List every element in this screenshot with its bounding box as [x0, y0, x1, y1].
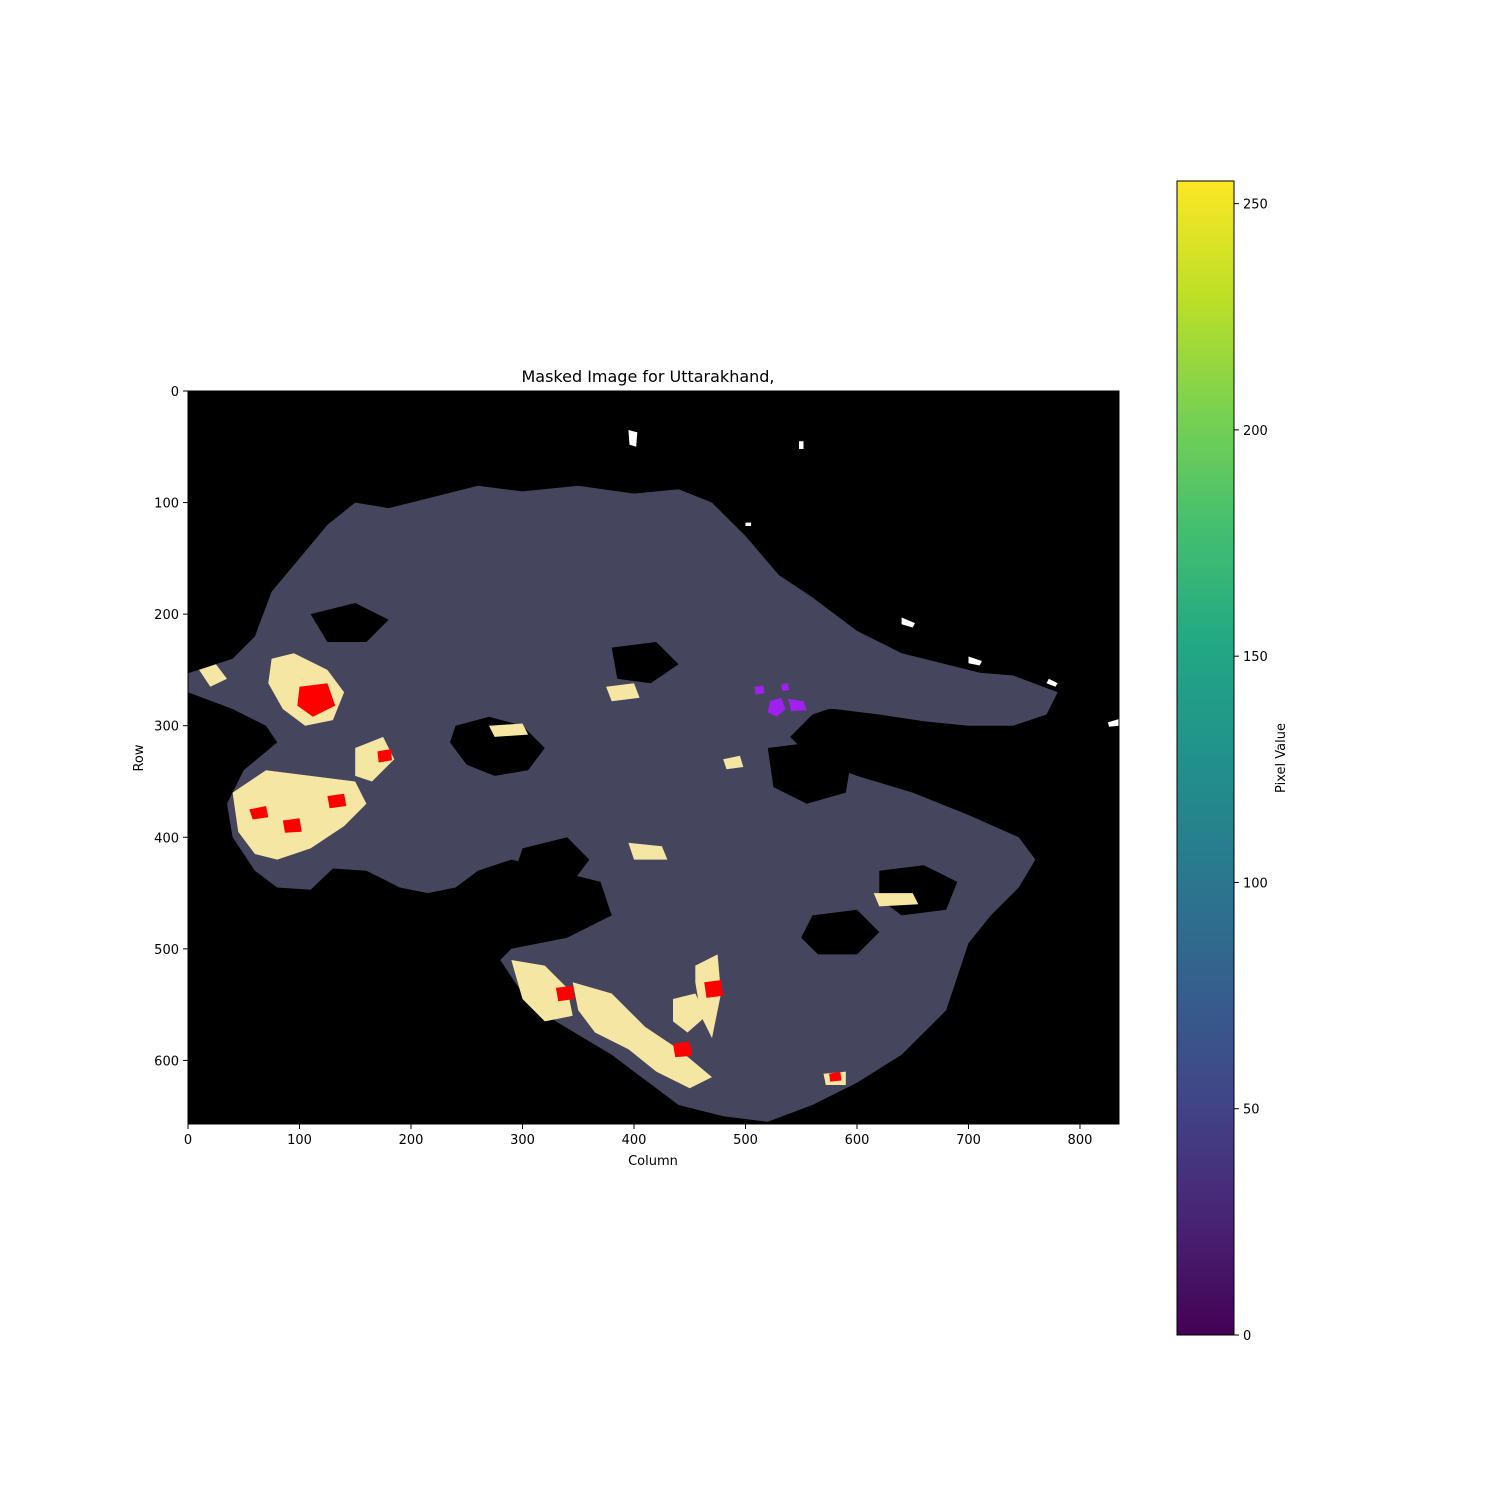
plot-area	[187, 390, 1120, 1125]
region-dark-6	[611, 642, 679, 684]
x-axis-label: Column	[628, 1154, 678, 1169]
colorbar-tick-label: 0	[1243, 1329, 1251, 1344]
region-land-1	[767, 669, 1058, 726]
region-urban-low-3	[511, 960, 573, 1022]
region-urban-low-10	[489, 723, 529, 737]
region-urban-high-2	[282, 818, 302, 833]
region-urban-high-5	[673, 1041, 692, 1058]
x-tick-label: 300	[510, 1133, 535, 1148]
region-urban-high-6	[704, 980, 724, 998]
region-dark-4	[801, 909, 880, 955]
region-urban-low-6	[673, 993, 707, 1033]
x-tick-label: 100	[287, 1133, 312, 1148]
region-snow-5	[799, 441, 804, 449]
y-tick-label: 300	[154, 720, 179, 735]
colorbar-tick-label: 50	[1243, 1103, 1260, 1118]
region-snow-2	[968, 656, 982, 666]
region-land-0	[188, 485, 1036, 1122]
region-highlight-0	[767, 697, 786, 717]
y-tick-label: 400	[154, 831, 179, 846]
region-highlight-2	[754, 685, 765, 695]
x-tick-label: 700	[956, 1133, 981, 1148]
region-urban-high-4	[555, 985, 575, 1002]
x-tick-label: 800	[1068, 1133, 1093, 1148]
region-urban-high-3	[327, 793, 347, 809]
x-tick-label: 400	[622, 1133, 647, 1148]
region-dark-5	[310, 603, 389, 642]
y-axis-label: Row	[132, 744, 147, 771]
region-urban-high-8	[829, 1071, 842, 1082]
region-urban-low-12	[606, 683, 640, 702]
region-urban-low-9	[873, 893, 919, 907]
colorbar-label: Pixel Value	[1274, 723, 1289, 793]
region-urban-high-7	[377, 749, 392, 763]
colorbar-tick-label: 250	[1243, 198, 1268, 213]
plot-frame	[187, 390, 1120, 1125]
masked-image	[188, 430, 1119, 1122]
region-snow-1	[901, 617, 915, 628]
region-snow-0	[628, 430, 638, 447]
colorbar: 0 50 100 150 200 250 Pixel Value	[1176, 180, 1289, 1344]
region-urban-low-8	[628, 842, 668, 860]
y-tick-label: 0	[171, 385, 179, 400]
region-dark-2	[516, 837, 590, 882]
region-snow-6	[745, 522, 752, 526]
y-tick-label: 500	[154, 943, 179, 958]
colorbar-tick-label: 200	[1243, 424, 1268, 439]
region-urban-high-0	[297, 683, 336, 717]
colorbar-tick-label: 150	[1243, 650, 1268, 665]
x-axis: 0 100 200 300 400 500 600 700 800	[184, 1124, 1093, 1148]
x-tick-label: 200	[399, 1133, 424, 1148]
colorbar-tick-label: 100	[1243, 876, 1268, 891]
region-snow-4	[1046, 678, 1058, 687]
y-axis: 0 100 200 300 400 500 600	[154, 385, 188, 1069]
x-tick-label: 0	[184, 1133, 192, 1148]
x-tick-label: 500	[733, 1133, 758, 1148]
region-urban-low-13	[723, 755, 744, 770]
chart-title: Masked Image for Uttarakhand,	[521, 367, 774, 386]
region-snow-3	[1107, 719, 1119, 727]
y-tick-label: 100	[154, 497, 179, 512]
region-highlight-1	[787, 698, 807, 712]
x-tick-label: 600	[845, 1133, 870, 1148]
region-urban-high-1	[249, 806, 269, 820]
region-highlight-3	[781, 683, 789, 692]
region-urban-low-1	[232, 770, 367, 860]
region-dark-1	[767, 742, 852, 804]
region-urban-low-7	[199, 664, 227, 687]
y-tick-label: 200	[154, 608, 179, 623]
colorbar-gradient	[1176, 180, 1235, 1336]
region-urban-low-4	[572, 982, 712, 1089]
y-tick-label: 600	[154, 1054, 179, 1069]
colorbar-ticks: 0 50 100 150 200 250	[1234, 198, 1268, 1344]
region-urban-low-2	[355, 736, 395, 782]
